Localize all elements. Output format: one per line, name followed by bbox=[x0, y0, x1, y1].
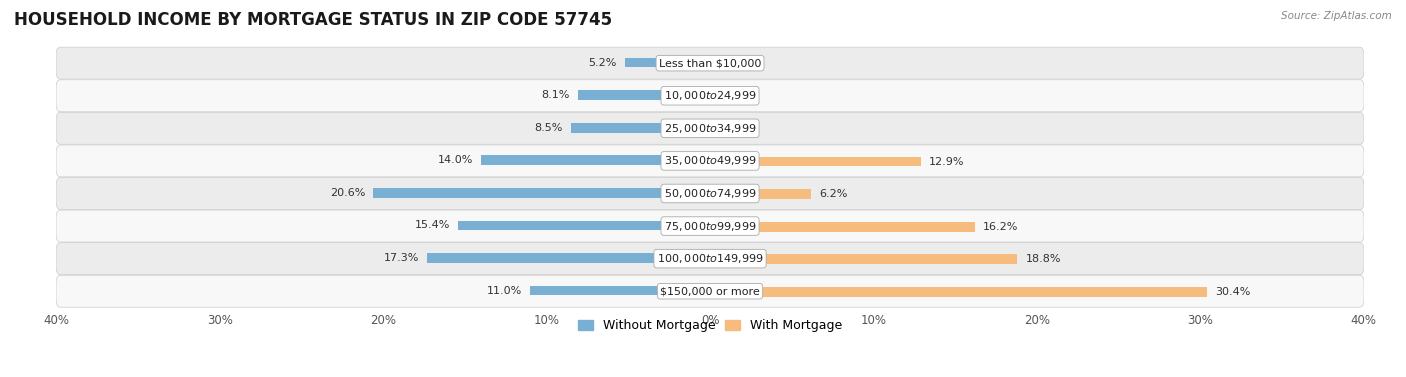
Text: 20.6%: 20.6% bbox=[330, 188, 366, 198]
Text: 15.4%: 15.4% bbox=[415, 221, 450, 230]
FancyBboxPatch shape bbox=[56, 243, 1364, 274]
Bar bbox=[578, 90, 710, 100]
Bar bbox=[427, 253, 710, 263]
Text: $150,000 or more: $150,000 or more bbox=[661, 286, 759, 296]
Text: 8.1%: 8.1% bbox=[541, 90, 569, 100]
FancyBboxPatch shape bbox=[56, 275, 1364, 307]
Bar bbox=[481, 155, 710, 165]
Text: 0.0%: 0.0% bbox=[718, 59, 747, 69]
FancyBboxPatch shape bbox=[56, 80, 1364, 112]
Text: 17.3%: 17.3% bbox=[384, 253, 419, 263]
Bar bbox=[571, 123, 710, 133]
Text: 6.2%: 6.2% bbox=[820, 189, 848, 199]
Bar bbox=[710, 157, 921, 166]
Text: $100,000 to $149,999: $100,000 to $149,999 bbox=[657, 252, 763, 265]
Text: 0.0%: 0.0% bbox=[718, 124, 747, 134]
Text: HOUSEHOLD INCOME BY MORTGAGE STATUS IN ZIP CODE 57745: HOUSEHOLD INCOME BY MORTGAGE STATUS IN Z… bbox=[14, 11, 612, 29]
Text: 0.0%: 0.0% bbox=[718, 91, 747, 101]
Text: 8.5%: 8.5% bbox=[534, 123, 562, 133]
Text: 30.4%: 30.4% bbox=[1215, 287, 1250, 297]
FancyBboxPatch shape bbox=[56, 145, 1364, 177]
Text: 14.0%: 14.0% bbox=[437, 155, 472, 165]
Text: $35,000 to $49,999: $35,000 to $49,999 bbox=[664, 155, 756, 167]
Text: $25,000 to $34,999: $25,000 to $34,999 bbox=[664, 122, 756, 135]
FancyBboxPatch shape bbox=[56, 47, 1364, 79]
Bar bbox=[710, 287, 1206, 297]
Text: Source: ZipAtlas.com: Source: ZipAtlas.com bbox=[1281, 11, 1392, 21]
FancyBboxPatch shape bbox=[56, 112, 1364, 144]
Bar bbox=[710, 189, 811, 199]
Bar bbox=[458, 221, 710, 230]
Bar bbox=[710, 222, 974, 231]
Bar bbox=[530, 286, 710, 296]
Text: $75,000 to $99,999: $75,000 to $99,999 bbox=[664, 219, 756, 233]
Text: Less than $10,000: Less than $10,000 bbox=[659, 58, 761, 68]
FancyBboxPatch shape bbox=[56, 210, 1364, 242]
Text: 5.2%: 5.2% bbox=[589, 58, 617, 67]
Bar bbox=[710, 254, 1018, 264]
Bar bbox=[626, 58, 710, 67]
Text: 11.0%: 11.0% bbox=[486, 285, 522, 296]
Bar bbox=[374, 188, 710, 198]
Text: $50,000 to $74,999: $50,000 to $74,999 bbox=[664, 187, 756, 200]
Text: 18.8%: 18.8% bbox=[1025, 254, 1062, 264]
Text: 16.2%: 16.2% bbox=[983, 222, 1018, 232]
Text: 12.9%: 12.9% bbox=[929, 156, 965, 167]
FancyBboxPatch shape bbox=[56, 178, 1364, 210]
Text: $10,000 to $24,999: $10,000 to $24,999 bbox=[664, 89, 756, 102]
Legend: Without Mortgage, With Mortgage: Without Mortgage, With Mortgage bbox=[575, 317, 845, 334]
